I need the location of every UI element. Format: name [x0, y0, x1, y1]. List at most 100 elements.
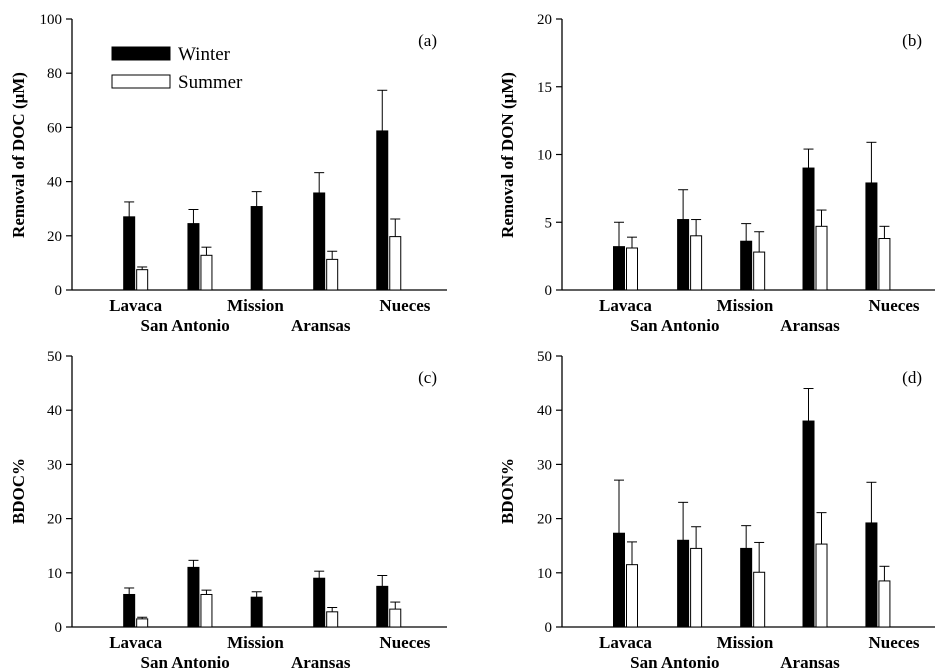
category-label-aransas: Aransas — [291, 653, 351, 669]
bar-summer-aransas — [326, 258, 339, 291]
y-tick-label: 100 — [40, 12, 63, 28]
bar-summer-lavaca — [136, 269, 149, 291]
category-label-aransas: Aransas — [291, 316, 351, 335]
y-tick-label: 10 — [537, 566, 552, 582]
legend-summer-swatch — [111, 74, 171, 89]
category-label-lavaca: Lavaca — [109, 633, 162, 652]
y-axis-label: BDOC% — [9, 458, 28, 524]
bar-winter-lavaca — [123, 216, 136, 291]
y-tick-label: 20 — [47, 229, 62, 245]
bar-summer-aransas — [326, 611, 339, 628]
y-tick-label: 0 — [55, 620, 63, 636]
legend: Winter Summer — [111, 44, 243, 93]
category-label-mission: Mission — [717, 296, 774, 315]
y-tick-label: 60 — [47, 120, 62, 136]
bar-summer-san-antonio — [690, 235, 703, 291]
legend-winter-label: Winter — [178, 44, 231, 65]
bar-summer-nueces — [389, 236, 402, 291]
y-tick-label: 0 — [55, 283, 63, 299]
category-label-lavaca: Lavaca — [109, 296, 162, 315]
category-label-mission: Mission — [227, 633, 284, 652]
y-tick-label: 40 — [47, 403, 62, 419]
bar-winter-san-antonio — [187, 223, 200, 291]
bar-winter-mission — [250, 206, 263, 291]
bar-summer-lavaca — [626, 564, 639, 628]
y-tick-label: 50 — [537, 349, 552, 365]
bar-winter-lavaca — [613, 532, 626, 628]
bar-winter-mission — [740, 240, 753, 291]
category-label-lavaca: Lavaca — [599, 633, 652, 652]
category-label-nueces: Nueces — [379, 296, 430, 315]
category-label-nueces: Nueces — [869, 296, 920, 315]
bar-winter-san-antonio — [187, 566, 200, 628]
category-label-san-antonio: San Antonio — [630, 316, 719, 335]
y-tick-label: 15 — [537, 80, 552, 96]
category-label-mission: Mission — [717, 633, 774, 652]
bar-summer-aransas — [815, 225, 828, 291]
y-tick-label: 20 — [537, 12, 552, 28]
legend-winter-swatch — [111, 46, 171, 61]
y-tick-label: 10 — [537, 148, 552, 164]
panel-label: (a) — [418, 31, 437, 50]
bar-summer-lavaca — [136, 618, 149, 628]
panel-label: (b) — [902, 31, 922, 50]
bar-summer-nueces — [878, 580, 891, 628]
bar-summer-san-antonio — [200, 254, 213, 291]
y-tick-label: 5 — [545, 215, 553, 231]
bar-summer-nueces — [389, 608, 402, 628]
bar-summer-mission — [753, 251, 766, 291]
y-tick-label: 30 — [537, 457, 552, 473]
bar-winter-nueces — [865, 182, 878, 291]
bar-winter-nueces — [376, 130, 389, 291]
y-tick-label: 0 — [545, 283, 553, 299]
category-label-lavaca: Lavaca — [599, 296, 652, 315]
y-tick-label: 0 — [545, 620, 553, 636]
category-label-aransas: Aransas — [780, 316, 840, 335]
bar-winter-aransas — [313, 192, 326, 291]
bar-summer-san-antonio — [690, 547, 703, 628]
bar-winter-nueces — [865, 522, 878, 628]
y-tick-label: 40 — [537, 403, 552, 419]
y-tick-label: 20 — [47, 512, 62, 528]
chart-panel: 0 20 40 60 80 100 Removal of DOC (μM) (a) Lavaca… — [9, 12, 447, 335]
y-tick-label: 50 — [47, 349, 62, 365]
chart-panel: 0 5 10 15 20 Removal of DON (μM) (b) LavacaSan … — [498, 12, 935, 335]
y-tick-label: 20 — [537, 512, 552, 528]
bar-summer-nueces — [878, 238, 891, 291]
y-axis-label: BDON% — [498, 458, 517, 524]
bar-winter-mission — [250, 596, 263, 628]
bar-summer-lavaca — [626, 247, 639, 291]
bar-winter-aransas — [802, 420, 815, 628]
bar-winter-aransas — [802, 167, 815, 291]
y-axis-label: Removal of DON (μM) — [498, 72, 517, 238]
bar-summer-san-antonio — [200, 593, 213, 628]
category-label-san-antonio: San Antonio — [140, 316, 229, 335]
bar-winter-lavaca — [123, 593, 136, 628]
bar-summer-mission — [753, 571, 766, 628]
panel-label: (c) — [418, 368, 437, 387]
y-tick-label: 40 — [47, 175, 62, 191]
bar-winter-lavaca — [613, 246, 626, 291]
category-label-nueces: Nueces — [869, 633, 920, 652]
y-tick-label: 10 — [47, 566, 62, 582]
bar-winter-san-antonio — [677, 539, 690, 628]
legend-summer-label: Summer — [178, 72, 243, 93]
y-tick-label: 80 — [47, 66, 62, 82]
bar-winter-aransas — [313, 577, 326, 628]
bar-summer-aransas — [815, 543, 828, 628]
panel-label: (d) — [902, 368, 922, 387]
bar-winter-mission — [740, 547, 753, 628]
bar-winter-san-antonio — [677, 219, 690, 291]
category-label-nueces: Nueces — [379, 633, 430, 652]
category-label-aransas: Aransas — [780, 653, 840, 669]
category-label-san-antonio: San Antonio — [140, 653, 229, 669]
category-label-san-antonio: San Antonio — [630, 653, 719, 669]
category-label-mission: Mission — [227, 296, 284, 315]
y-tick-label: 30 — [47, 457, 62, 473]
y-axis-label: Removal of DOC (μM) — [9, 72, 28, 238]
bar-winter-nueces — [376, 585, 389, 628]
